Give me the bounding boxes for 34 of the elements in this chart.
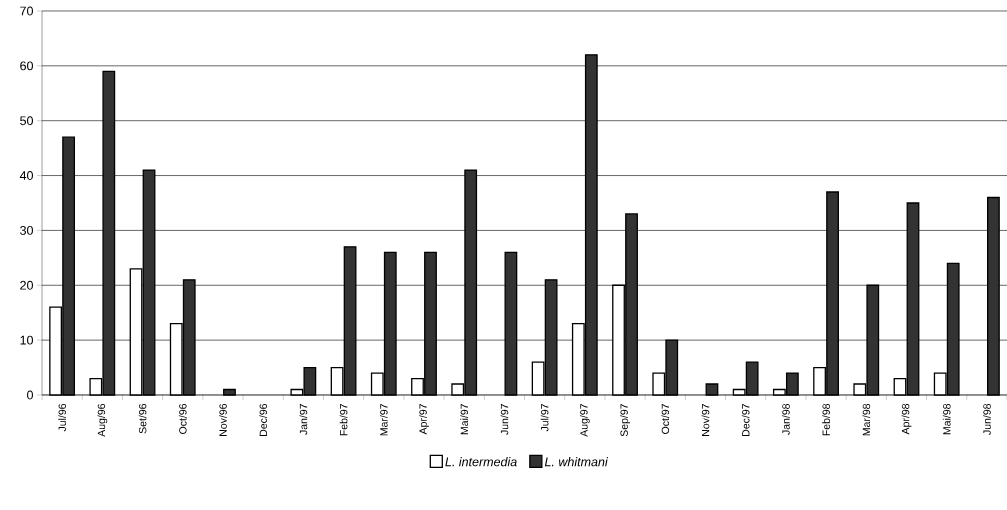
x-tick-label: Feb/98 xyxy=(822,403,830,436)
x-tick-label: Mai/98 xyxy=(942,403,951,435)
x-tick-label: Jul/96 xyxy=(58,403,66,432)
y-tick-label: 50 xyxy=(20,116,34,126)
y-tick-label: 10 xyxy=(20,335,34,345)
x-tick-label: Jan/97 xyxy=(299,404,308,435)
x-tick-label: Jul/97 xyxy=(540,404,549,432)
x-tick-label: Feb/97 xyxy=(339,404,348,436)
x-tick-label: Jun/97 xyxy=(500,404,509,435)
x-tick-label: Nov/96 xyxy=(219,403,227,436)
y-tick-label: 0 xyxy=(27,390,34,400)
x-tick-label: Set/96 xyxy=(138,403,147,434)
y-tick-label: 60 xyxy=(20,61,34,71)
x-tick-label: Oct/97 xyxy=(661,404,670,434)
y-tick-label: 70 xyxy=(20,6,34,16)
x-tick-label: Mai/97 xyxy=(460,404,469,435)
x-tick-label: Dec/96 xyxy=(259,403,268,436)
legend-label: L. intermedia xyxy=(445,457,517,467)
x-tick-label: Nov/97 xyxy=(701,404,710,436)
x-tick-label: Aug/96 xyxy=(97,403,108,437)
y-tick-label: 20 xyxy=(20,280,34,290)
x-tick-label: Jun/98 xyxy=(983,403,991,435)
legend-label: L. whitmani xyxy=(544,457,608,467)
x-tick-label: Apr/98 xyxy=(901,403,912,435)
x-tick-label: Aug/97 xyxy=(579,404,590,437)
x-tick-label: Sep/97 xyxy=(620,404,630,437)
y-tick-label: 30 xyxy=(20,225,34,235)
x-tick-label: Mar/98 xyxy=(862,403,871,436)
x-tick-label: Dec/97 xyxy=(741,404,750,436)
x-tick-label: Mar/97 xyxy=(379,404,388,436)
x-tick-label: Apr/97 xyxy=(419,404,429,435)
y-tick-label: 40 xyxy=(19,171,34,180)
x-tick-label: Jan/98 xyxy=(782,403,790,435)
x-tick-label: Oct/96 xyxy=(178,403,187,434)
